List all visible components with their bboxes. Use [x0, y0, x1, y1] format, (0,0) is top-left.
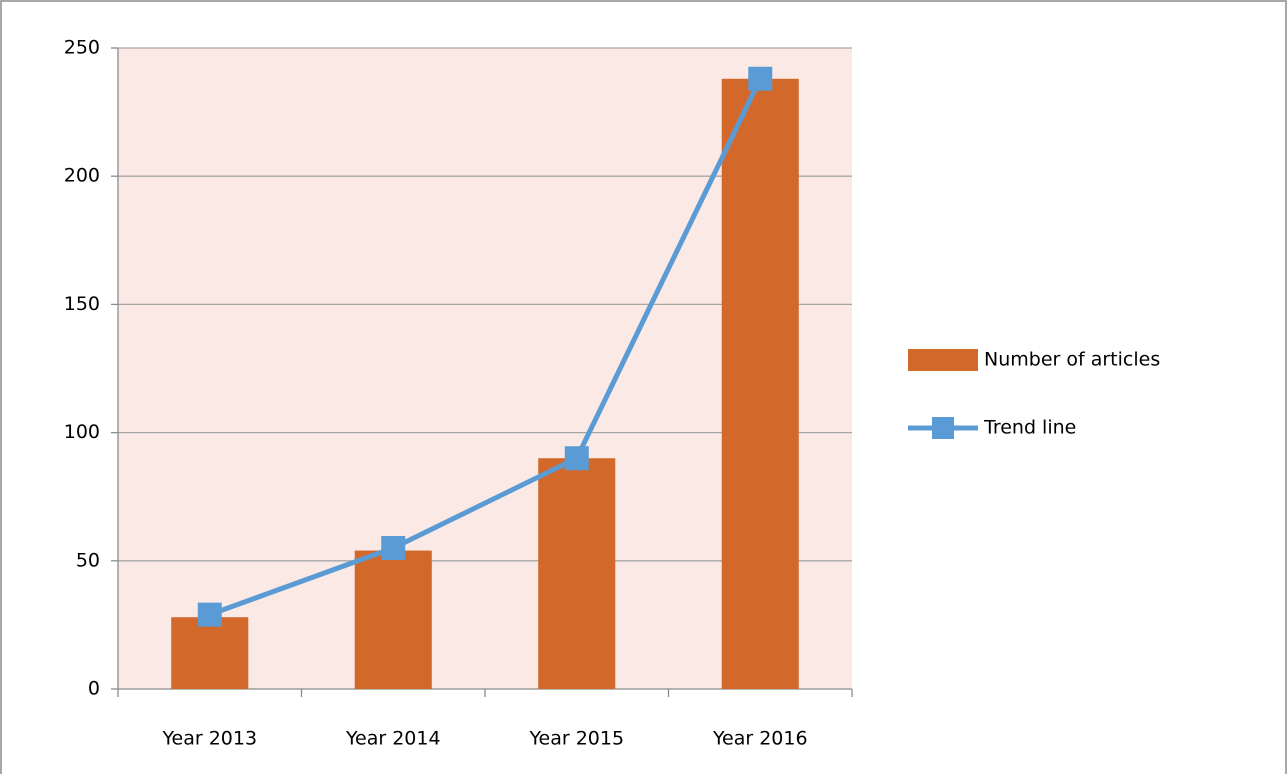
- y-tick-label: 200: [64, 165, 100, 187]
- legend-marker: [932, 417, 954, 439]
- y-tick-label: 0: [88, 678, 100, 700]
- line-marker: [564, 446, 589, 471]
- y-tick-label: 250: [64, 37, 100, 59]
- legend-label: Trend line: [983, 417, 1076, 439]
- x-tick-label: Year 2015: [528, 728, 624, 750]
- bar: [721, 78, 799, 689]
- x-tick-label: Year 2016: [712, 728, 808, 750]
- y-tick-label: 100: [64, 421, 100, 443]
- trend-line: [208, 77, 763, 617]
- line-marker: [748, 66, 773, 91]
- line-marker: [197, 602, 222, 627]
- bar: [354, 550, 432, 689]
- y-tick-label: 50: [76, 549, 100, 571]
- x-tick-label: Year 2013: [161, 728, 257, 750]
- legend-label: Number of articles: [984, 349, 1160, 371]
- x-tick-label: Year 2014: [345, 728, 441, 750]
- bar: [538, 458, 616, 689]
- y-tick-label: 150: [64, 293, 100, 315]
- line-marker: [381, 535, 406, 560]
- bar: [171, 617, 249, 689]
- legend-swatch: [908, 349, 978, 371]
